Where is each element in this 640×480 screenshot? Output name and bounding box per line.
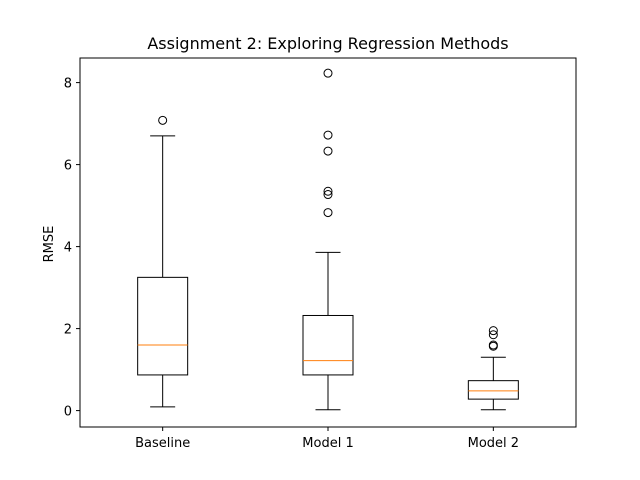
x-tick-label: Baseline: [135, 436, 190, 451]
y-axis: 0 2 4 6 8: [64, 77, 80, 420]
outlier-point: [323, 186, 333, 196]
iqr-box: [302, 314, 354, 376]
plot-area-frame: [79, 57, 577, 428]
outlier-point: [323, 190, 333, 200]
outlier-point: [323, 146, 333, 156]
outlier-point: [158, 115, 168, 125]
box-1: [137, 115, 189, 408]
outlier-point: [488, 330, 498, 340]
outlier-point: [323, 130, 333, 140]
iqr-box: [137, 276, 189, 376]
x-tick-label: Model 1: [302, 436, 353, 451]
box-2: [302, 68, 354, 411]
y-tick-label: 2: [64, 323, 72, 338]
y-tick-label: 4: [64, 241, 72, 256]
x-tick-label: Model 2: [468, 436, 519, 451]
y-tick-label: 6: [64, 159, 72, 174]
outlier-point: [323, 68, 333, 78]
outlier-point: [488, 340, 498, 350]
y-tick-label: 0: [64, 405, 72, 420]
y-tick-label: 8: [64, 77, 72, 92]
outlier-point: [323, 208, 333, 218]
x-axis: Baseline Model 1 Model 2: [135, 427, 519, 451]
iqr-box: [467, 380, 519, 400]
outlier-point: [488, 326, 498, 336]
y-axis-label: RMSE: [42, 226, 57, 263]
box-3: [467, 326, 519, 411]
chart-title: Assignment 2: Exploring Regression Metho…: [147, 34, 508, 53]
box-series: [137, 68, 519, 411]
